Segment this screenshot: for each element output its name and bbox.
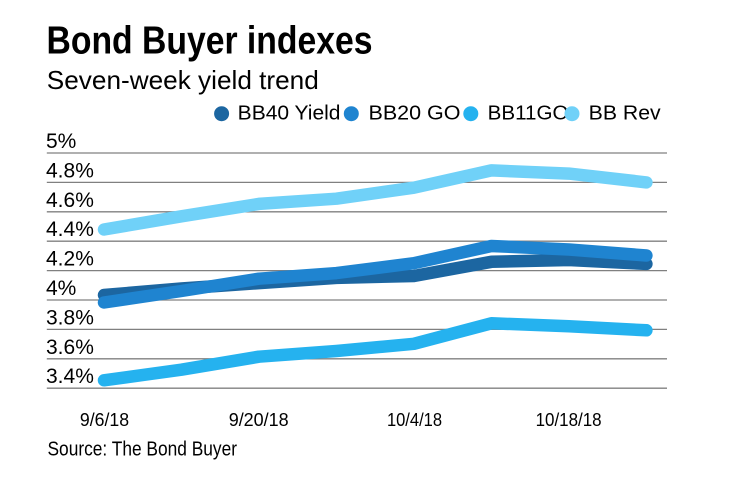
- svg-text:Source: The Bond Buyer: Source: The Bond Buyer: [48, 439, 238, 461]
- svg-text:4%: 4%: [46, 277, 76, 300]
- svg-text:3.4%: 3.4%: [46, 365, 94, 388]
- svg-text:3.6%: 3.6%: [46, 336, 94, 359]
- svg-text:Seven-week yield trend: Seven-week yield trend: [47, 65, 319, 95]
- svg-text:BB40 Yield: BB40 Yield: [238, 103, 341, 125]
- svg-text:4.2%: 4.2%: [46, 248, 94, 271]
- svg-text:BB11GO: BB11GO: [488, 103, 569, 125]
- svg-text:10/18/18: 10/18/18: [536, 410, 602, 430]
- svg-text:BB Rev: BB Rev: [589, 103, 661, 125]
- svg-text:Bond Buyer indexes: Bond Buyer indexes: [47, 20, 373, 63]
- svg-text:4.6%: 4.6%: [46, 189, 94, 212]
- svg-text:BB20 GO: BB20 GO: [369, 103, 461, 125]
- svg-text:4.8%: 4.8%: [46, 159, 94, 182]
- svg-text:9/20/18: 9/20/18: [229, 410, 289, 430]
- svg-text:10/4/18: 10/4/18: [387, 410, 442, 430]
- svg-text:5%: 5%: [46, 130, 76, 153]
- svg-text:4.4%: 4.4%: [46, 218, 94, 241]
- svg-text:9/6/18: 9/6/18: [80, 410, 129, 430]
- svg-text:3.8%: 3.8%: [46, 306, 94, 329]
